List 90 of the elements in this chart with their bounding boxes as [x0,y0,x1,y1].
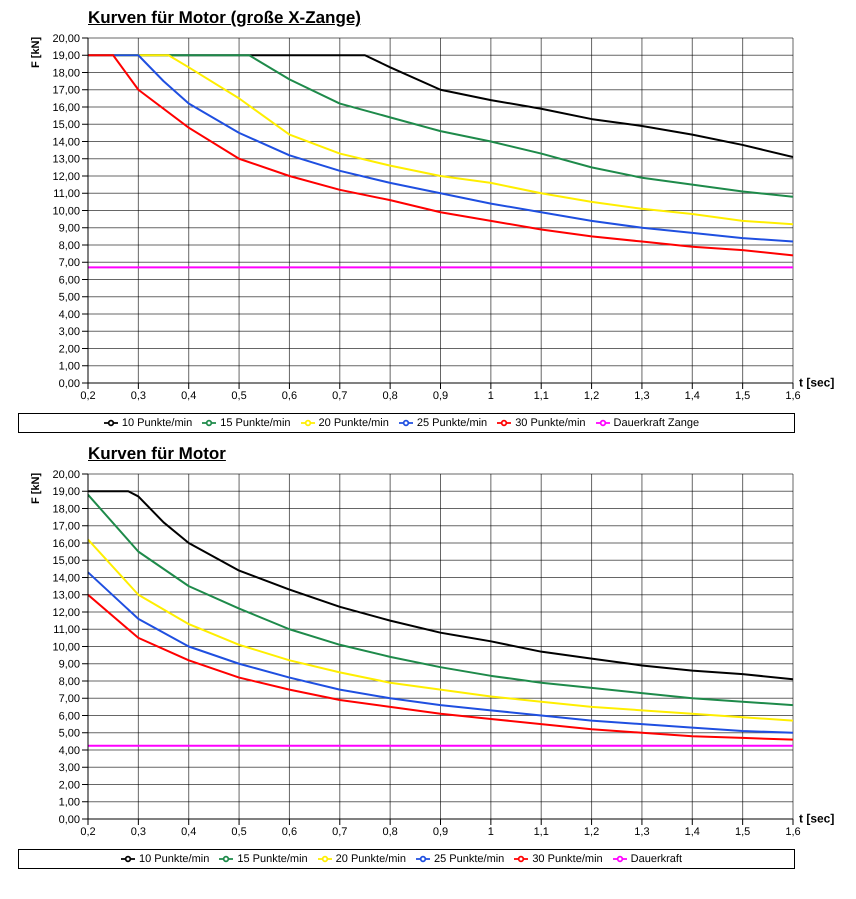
y-tick-label: 5,00 [58,728,80,740]
legend-label: 25 Punkte/min [434,852,504,865]
chart-title: Kurven für Motor (große X-Zange) [88,8,362,28]
legend-label: 15 Punkte/min [237,852,308,865]
y-tick-label: 3,00 [58,762,80,774]
x-tick-label: 1,5 [734,390,750,402]
chart-title: Kurven für Motor [88,444,227,464]
y-tick-label: 10,00 [52,641,80,654]
x-tick-label: 1 [488,390,494,402]
y-tick-label: 1,00 [58,360,80,373]
x-tick-label: 0,3 [130,390,146,402]
x-tick-label: 1 [488,826,494,838]
x-tick-label: 1,2 [584,826,600,838]
legend-label: 25 Punkte/min [416,416,488,429]
y-tick-label: 12,00 [52,170,80,183]
x-tick-label: 1,1 [534,826,549,838]
x-tick-label: 0,7 [332,826,348,838]
x-tick-label: 0,9 [432,390,448,402]
x-tick-label: 1,6 [785,390,801,402]
y-tick-label: 15,00 [52,119,80,132]
y-tick-label: 14,00 [52,572,80,584]
y-tick-label: 17,00 [52,520,80,533]
y-tick-label: 11,00 [53,188,80,200]
y-tick-label: 2,00 [58,779,80,792]
y-tick-label: 7,00 [58,257,80,270]
legend-label: 10 Punkte/min [139,852,210,865]
y-tick-label: 20,00 [52,468,80,481]
y-tick-label: 11,00 [53,624,80,636]
x-tick-label: 0,2 [80,390,96,402]
legend-label: 15 Punkte/min [220,416,291,429]
y-tick-label: 4,00 [58,744,80,757]
legend-label: 20 Punkte/min [336,852,406,865]
y-tick-label: 9,00 [58,658,80,671]
x-tick-label: 0,6 [282,390,298,402]
y-tick-label: 16,00 [52,102,80,114]
y-tick-label: 19,00 [52,486,80,498]
x-tick-label: 0,8 [382,826,398,838]
legend-label: Dauerkraft Zange [614,416,700,429]
x-tick-label: 0,8 [382,390,398,402]
x-axis-title: t [sec] [799,811,834,826]
x-tick-label: 1,6 [785,826,801,838]
x-tick-label: 1,3 [634,826,650,838]
x-tick-label: 0,6 [282,826,298,838]
legend-label: 10 Punkte/min [122,416,192,429]
x-tick-label: 0,3 [130,826,146,838]
y-tick-label: 3,00 [58,326,80,338]
y-tick-label: 0,00 [58,814,80,826]
x-axis-title: t [sec] [799,375,834,390]
y-tick-label: 0,00 [58,378,80,390]
y-tick-label: 15,00 [52,555,80,568]
y-tick-label: 10,00 [52,205,80,218]
x-tick-label: 0,7 [332,390,348,402]
x-tick-label: 0,9 [432,826,448,838]
legend-label: 30 Punkte/min [515,416,586,429]
y-tick-label: 13,00 [52,590,80,602]
x-tick-label: 0,4 [181,826,196,838]
x-tick-label: 1,5 [734,826,750,838]
y-tick-label: 14,00 [52,136,80,148]
y-axis-title: F [kN] [30,36,42,68]
y-tick-label: 17,00 [52,84,80,97]
y-tick-label: 4,00 [58,308,80,321]
x-tick-label: 0,5 [231,390,247,402]
x-tick-label: 0,2 [80,826,96,838]
y-tick-label: 2,00 [58,343,80,356]
legend-label: 30 Punkte/min [532,852,603,865]
y-tick-label: 18,00 [52,503,80,516]
y-tick-label: 8,00 [58,676,80,688]
x-tick-label: 0,5 [231,826,247,838]
y-tick-label: 19,00 [52,50,80,62]
y-tick-label: 6,00 [58,274,80,286]
legend-label: Dauerkraft [630,852,682,865]
y-axis-title: F [kN] [30,472,42,504]
x-tick-label: 1,4 [684,826,700,838]
y-tick-label: 8,00 [58,240,80,252]
x-tick-label: 1,3 [634,390,650,402]
x-tick-label: 0,4 [181,390,196,402]
y-tick-label: 7,00 [58,693,80,706]
y-tick-label: 9,00 [58,222,80,235]
x-tick-label: 1,4 [684,390,700,402]
y-tick-label: 20,00 [52,32,80,45]
y-tick-label: 5,00 [58,292,80,304]
y-tick-label: 12,00 [52,606,80,619]
legend-label: 20 Punkte/min [318,416,389,429]
y-tick-label: 16,00 [52,538,80,550]
x-tick-label: 1,2 [584,390,600,402]
y-tick-label: 18,00 [52,67,80,80]
y-tick-label: 1,00 [58,796,80,809]
y-tick-label: 13,00 [52,154,80,166]
x-tick-label: 1,1 [534,390,549,402]
y-tick-label: 6,00 [58,710,80,722]
